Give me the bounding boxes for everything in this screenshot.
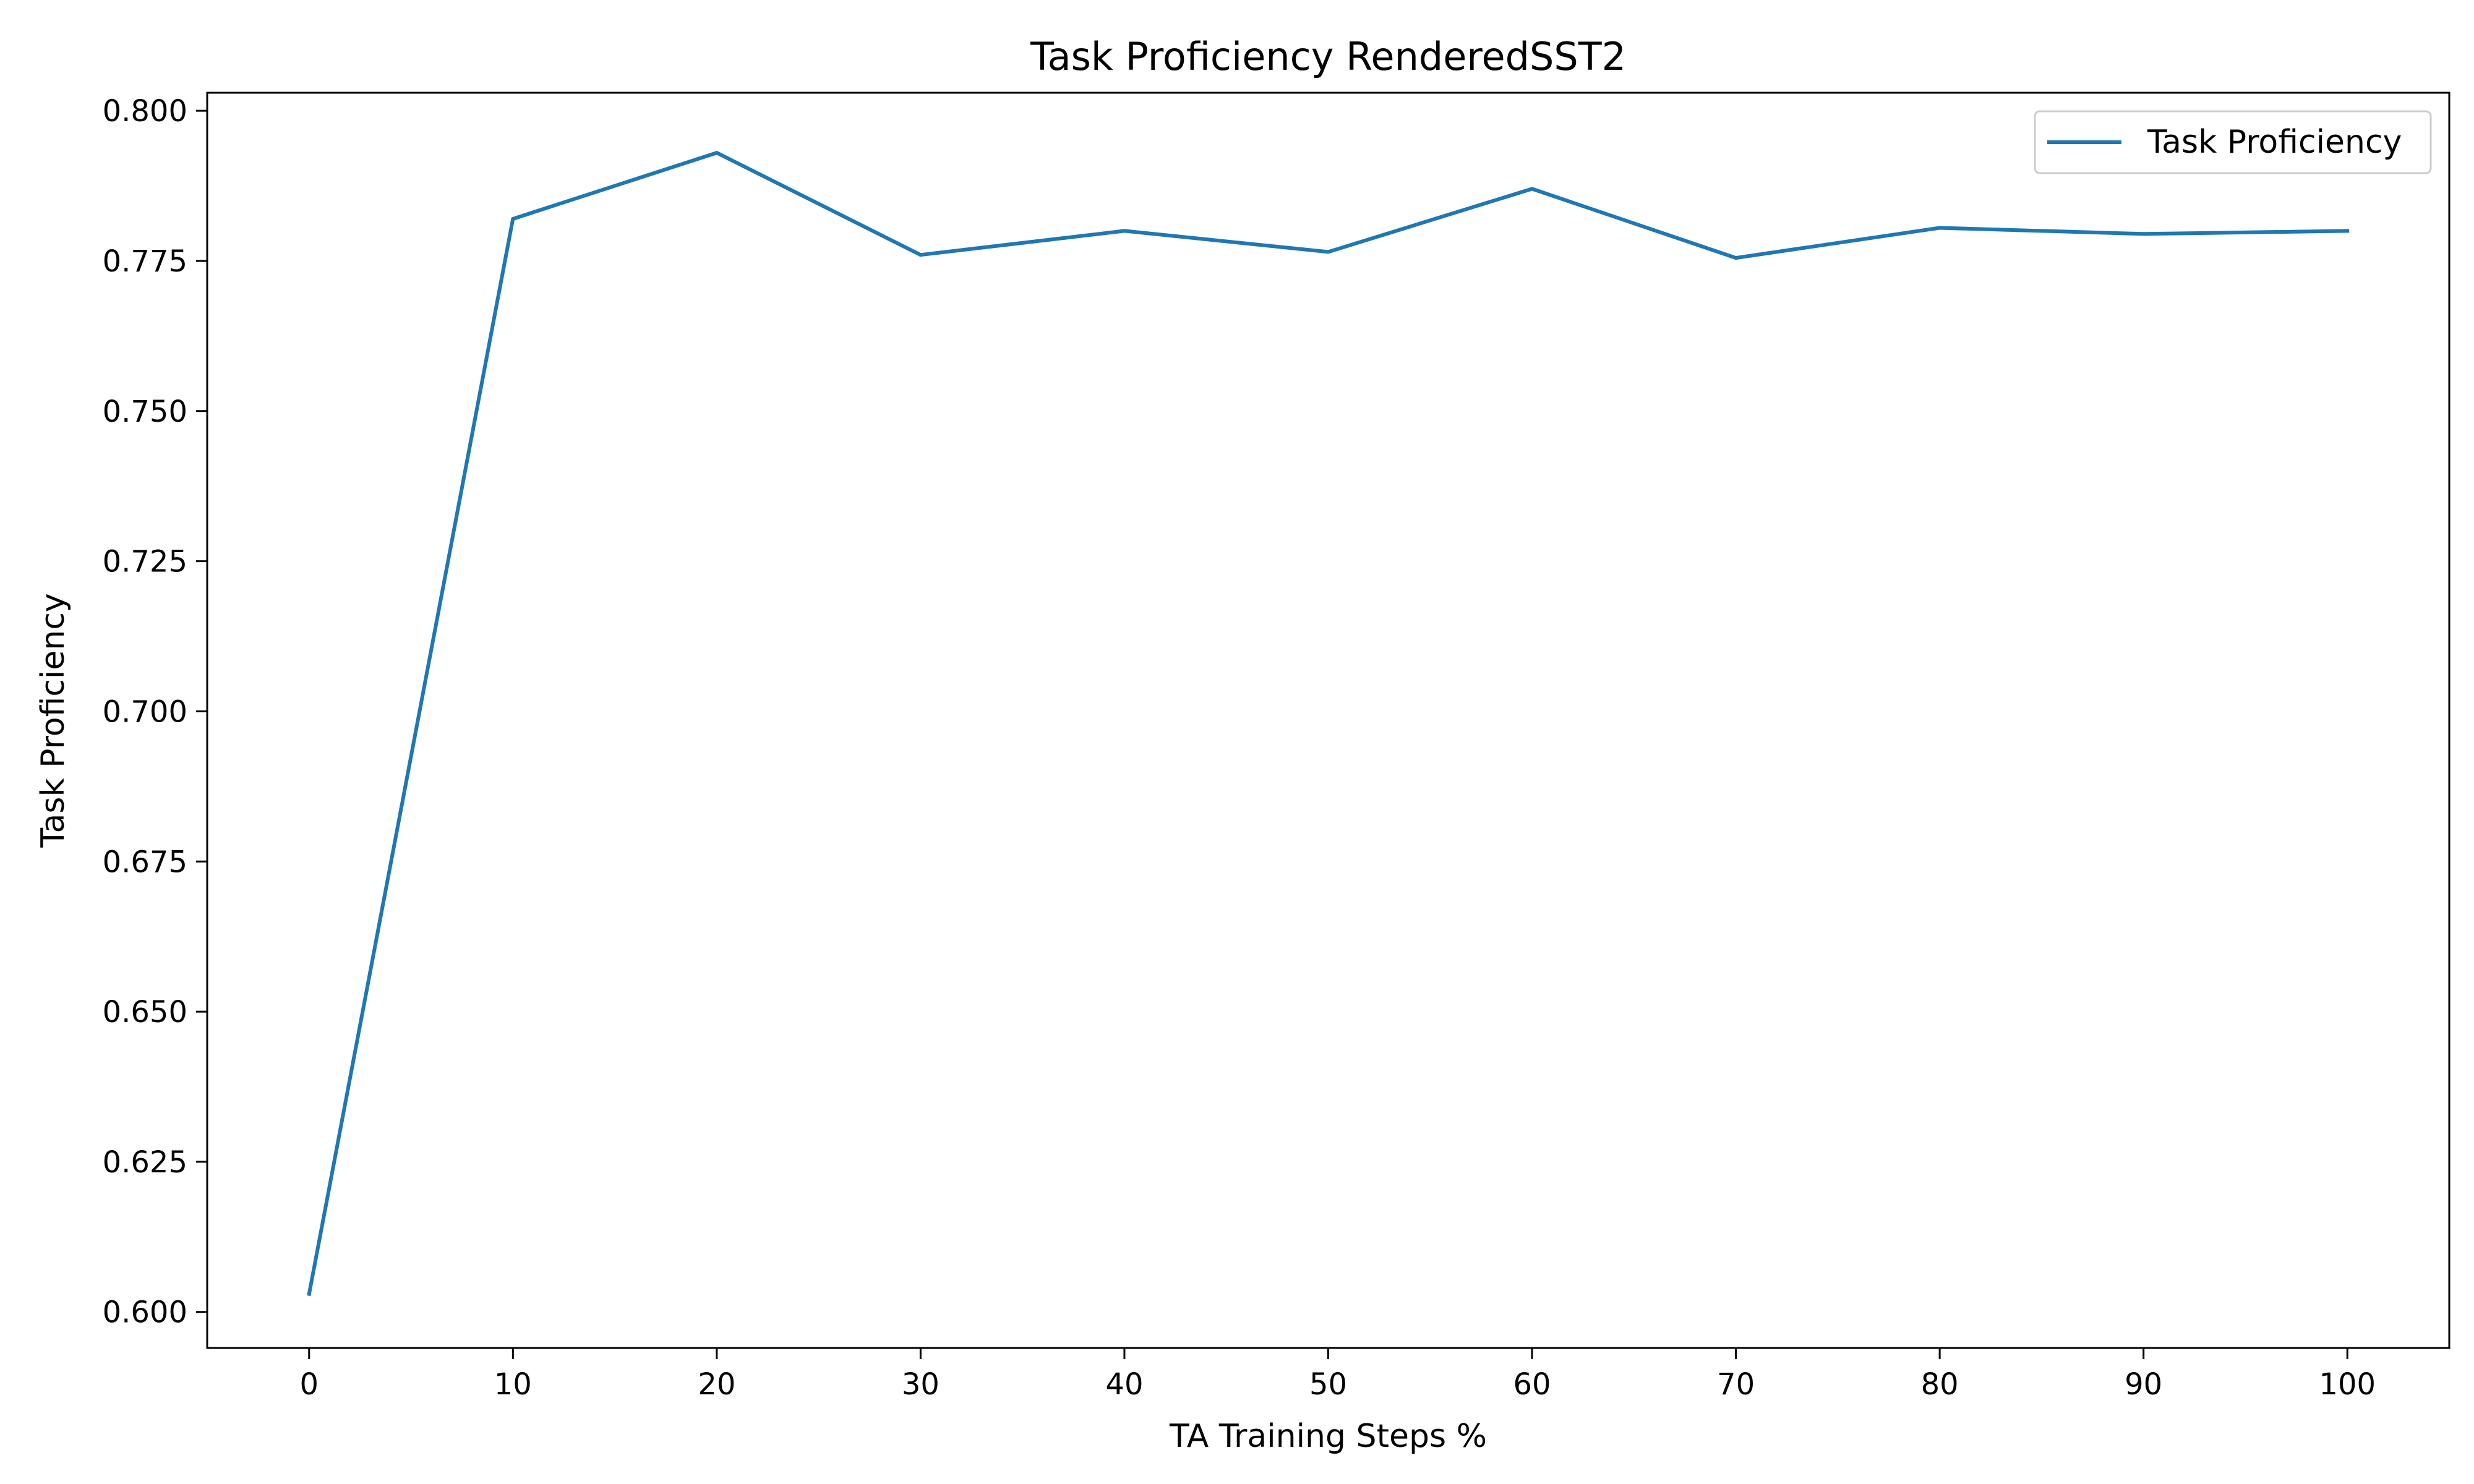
x-axis-ticks: 0 10 20 30 40 50 60 70 80 90 100 bbox=[299, 1348, 2376, 1402]
y-tick-label: 0.625 bbox=[103, 1145, 187, 1180]
x-axis-label: TA Training Steps % bbox=[1169, 1418, 1487, 1455]
x-tick-label: 0 bbox=[299, 1367, 319, 1402]
y-tick-label: 0.650 bbox=[103, 995, 187, 1030]
legend-box bbox=[2034, 110, 2432, 174]
data-point bbox=[1938, 226, 1942, 230]
data-point bbox=[714, 151, 719, 155]
data-point bbox=[1122, 229, 1126, 233]
data-point bbox=[1530, 187, 1534, 191]
x-tick-label: 90 bbox=[2125, 1367, 2162, 1402]
y-tick-label: 0.675 bbox=[103, 845, 187, 879]
plot-area bbox=[207, 93, 2449, 1348]
data-point bbox=[2345, 229, 2350, 233]
x-tick-label: 20 bbox=[698, 1367, 735, 1402]
y-tick-label: 0.800 bbox=[103, 94, 187, 129]
y-axis-ticks: 0.600 0.625 0.650 0.675 0.700 0.725 0.750 0.775… bbox=[103, 94, 207, 1330]
data-point bbox=[918, 253, 923, 257]
y-tick-label: 0.600 bbox=[103, 1295, 187, 1330]
x-tick-label: 30 bbox=[902, 1367, 940, 1402]
x-tick-label: 40 bbox=[1105, 1367, 1143, 1402]
y-tick-label: 0.775 bbox=[103, 244, 187, 279]
data-point bbox=[307, 1292, 311, 1296]
legend-label: Task Proficiency bbox=[2147, 124, 2402, 161]
y-tick-label: 0.750 bbox=[103, 394, 187, 429]
plot-frame bbox=[206, 92, 2450, 1349]
data-point bbox=[1326, 250, 1330, 254]
data-point bbox=[2141, 232, 2146, 236]
series-layer bbox=[307, 151, 2350, 1297]
x-tick-label: 60 bbox=[1513, 1367, 1551, 1402]
data-point bbox=[1734, 256, 1738, 260]
x-tick-label: 10 bbox=[494, 1367, 532, 1402]
chart-title: Task Proficiency RenderedSST2 bbox=[1030, 34, 1626, 79]
y-tick-label: 0.700 bbox=[103, 694, 187, 729]
x-tick-label: 80 bbox=[1921, 1367, 1959, 1402]
y-tick-label: 0.725 bbox=[103, 545, 187, 579]
x-tick-label: 70 bbox=[1717, 1367, 1755, 1402]
data-point bbox=[511, 216, 515, 221]
y-axis-label: Task Proficiency bbox=[35, 593, 72, 848]
legend: Task Proficiency bbox=[2034, 110, 2432, 174]
x-tick-label: 50 bbox=[1309, 1367, 1347, 1402]
x-tick-label: 100 bbox=[2319, 1367, 2376, 1402]
